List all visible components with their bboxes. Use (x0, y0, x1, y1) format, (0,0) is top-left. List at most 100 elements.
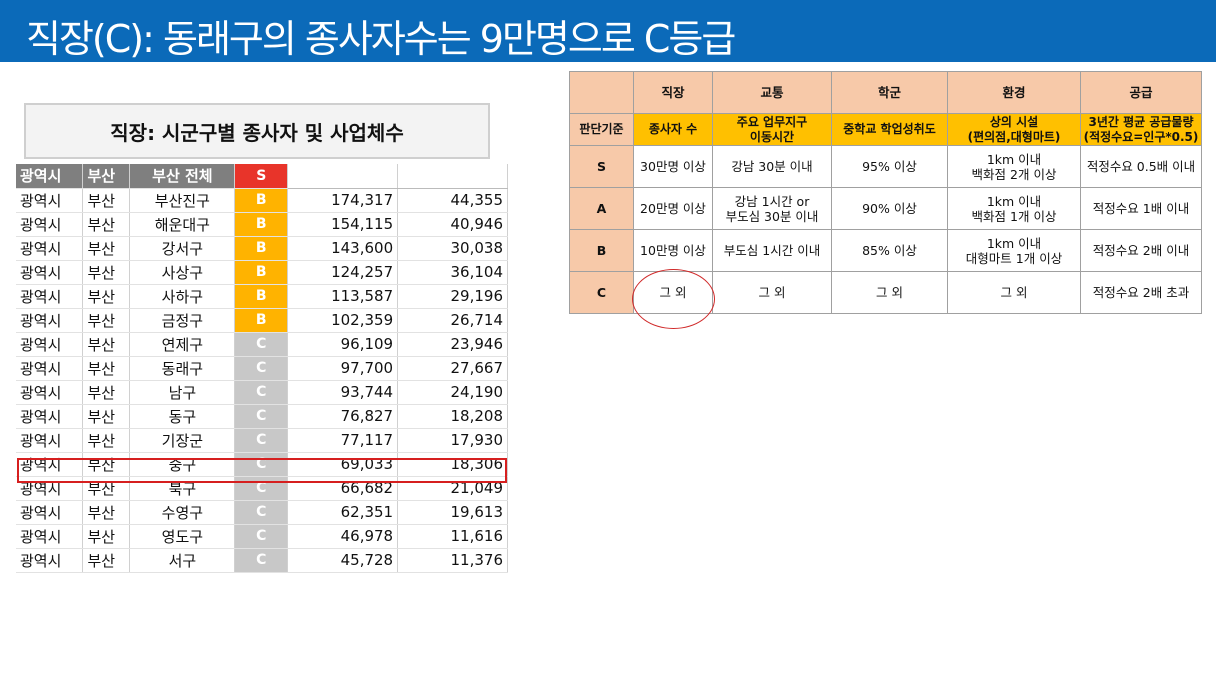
city-cell: 광역시 (16, 476, 84, 501)
employees-cell: 46,978 (287, 524, 399, 549)
table-row: 광역시 부산 사상구 B 124,257 36,104 (16, 260, 508, 285)
criteria-cell: 95% 이상 (831, 145, 948, 188)
criteria-row: B 10만명 이상 부도심 1시간 이내 85% 이상 1km 이내 대형마트 1개 이상… (569, 229, 1202, 272)
criteria-header-row: 직장 교통 학군 환경 공급 (569, 71, 1202, 114)
criteria-cell: 30만명 이상 (633, 145, 713, 188)
region-cell: 부산 (82, 548, 131, 573)
district-cell: 사상구 (129, 260, 236, 285)
criteria-header-row: 판단기준 종사자 수 주요 업무지구 이동시간 중학교 학업성취도 상의 시설 (편의점,대… (569, 113, 1202, 146)
grade-cell: C (234, 332, 289, 357)
businesses-cell: 23,946 (397, 332, 508, 357)
region-cell: 부산 (82, 380, 131, 405)
grade-cell: B (234, 236, 289, 261)
businesses-cell: 17,930 (397, 428, 508, 453)
grade-cell: B (234, 188, 289, 213)
grade-cell: C (234, 428, 289, 453)
criteria-cell: 강남 30분 이내 (712, 145, 832, 188)
businesses-cell: 30,038 (397, 236, 508, 261)
criteria-cell: 85% 이상 (831, 229, 948, 272)
table-row: 광역시 부산 동래구 C 97,700 27,667 (16, 356, 508, 381)
businesses-cell: 24,190 (397, 380, 508, 405)
criteria-cell: 중학교 학업성취도 (831, 113, 948, 146)
employees-cell: 124,257 (287, 260, 399, 285)
table-row: 광역시 부산 사하구 B 113,587 29,196 (16, 284, 508, 309)
district-cell: 남구 (129, 380, 236, 405)
district-cell: 중구 (129, 452, 236, 477)
grade-cell: C (234, 500, 289, 525)
criteria-cell: 적정수요 2배 이내 (1080, 229, 1202, 272)
city-cell: 광역시 (16, 524, 84, 549)
city-cell: 광역시 (16, 380, 84, 405)
criteria-cell: 10만명 이상 (633, 229, 713, 272)
region-cell: 부산 (82, 188, 131, 213)
criteria-cell: 적정수요 2배 초과 (1080, 271, 1202, 314)
header-blank-cell (397, 164, 508, 189)
district-cell: 금정구 (129, 308, 236, 333)
businesses-cell: 11,616 (397, 524, 508, 549)
city-cell: 광역시 (16, 452, 84, 477)
businesses-cell: 40,946 (397, 212, 508, 237)
table-row: 광역시 부산 북구 C 66,682 21,049 (16, 476, 508, 501)
criteria-cell: 종사자 수 (633, 113, 713, 146)
city-cell: 광역시 (16, 404, 84, 429)
region-cell: 부산 (82, 404, 131, 429)
table-row: 광역시 부산 수영구 C 62,351 19,613 (16, 500, 508, 525)
city-cell: 광역시 (16, 284, 84, 309)
grade-cell: B (234, 212, 289, 237)
criteria-cell: 90% 이상 (831, 187, 948, 230)
criteria-cell: 교통 (712, 71, 832, 114)
region-cell: 부산 (82, 356, 131, 381)
criteria-row: A 20만명 이상 강남 1시간 or 부도심 30분 이내 90% 이상 1km 이내 백… (569, 187, 1202, 230)
grade-cell: B (234, 284, 289, 309)
criteria-row: S 30만명 이상 강남 30분 이내 95% 이상 1km 이내 백화점 2개 이상 적정… (569, 145, 1202, 188)
district-cell: 동래구 (129, 356, 236, 381)
region-cell: 부산 (82, 524, 131, 549)
region-cell: 부산 (82, 308, 131, 333)
employees-cell: 62,351 (287, 500, 399, 525)
district-cell: 수영구 (129, 500, 236, 525)
employees-cell: 45,728 (287, 548, 399, 573)
district-table: 광역시 부산 부산 전체 S 광역시 부산 부산진구 B 174,317 44,355 광역… (16, 164, 508, 573)
region-cell: 부산 (82, 428, 131, 453)
district-cell: 서구 (129, 548, 236, 573)
grade-cell: B (234, 308, 289, 333)
grade-cell: C (234, 548, 289, 573)
criteria-cell: 1km 이내 백화점 1개 이상 (947, 187, 1081, 230)
criteria-cell: 20만명 이상 (633, 187, 713, 230)
slide-title: 직장(C): 동래구의 종사자수는 9만명으로 C등급 (26, 17, 736, 61)
table-row: 광역시 부산 해운대구 B 154,115 40,946 (16, 212, 508, 237)
employees-cell: 66,682 (287, 476, 399, 501)
employees-cell: 174,317 (287, 188, 399, 213)
table-row: 광역시 부산 연제구 C 96,109 23,946 (16, 332, 508, 357)
criteria-cell: 적정수요 1배 이내 (1080, 187, 1202, 230)
title-bar: 직장(C): 동래구의 종사자수는 9만명으로 C등급 (0, 0, 1216, 62)
region-cell: 부산 (82, 476, 131, 501)
businesses-cell: 26,714 (397, 308, 508, 333)
table-row: 광역시 부산 중구 C 69,033 18,306 (16, 452, 508, 477)
criteria-cell: 그 외 (633, 271, 713, 314)
businesses-cell: 21,049 (397, 476, 508, 501)
businesses-cell: 18,208 (397, 404, 508, 429)
city-cell: 광역시 (16, 308, 84, 333)
criteria-cell: 학군 (831, 71, 948, 114)
city-cell: 광역시 (16, 260, 84, 285)
table-row: 광역시 부산 남구 C 93,744 24,190 (16, 380, 508, 405)
sheet-title: 직장: 시군구별 종사자 및 사업체수 (24, 103, 490, 159)
criteria-cell: 1km 이내 대형마트 1개 이상 (947, 229, 1081, 272)
businesses-cell: 36,104 (397, 260, 508, 285)
region-cell: 부산 (82, 500, 131, 525)
criteria-label-cell: S (569, 145, 634, 188)
grade-cell: C (234, 380, 289, 405)
city-cell: 광역시 (16, 500, 84, 525)
criteria-cell: 적정수요 0.5배 이내 (1080, 145, 1202, 188)
criteria-table: 직장 교통 학군 환경 공급 판단기준 종사자 수 주요 업무지구 이동시간 중학교 학업성취도 상… (569, 71, 1202, 314)
region-cell: 부산 (82, 284, 131, 309)
region-cell: 부산 (82, 452, 131, 477)
header-cell: 부산 전체 (129, 164, 236, 189)
region-cell: 부산 (82, 332, 131, 357)
table-row: 광역시 부산 서구 C 45,728 11,376 (16, 548, 508, 573)
city-cell: 광역시 (16, 188, 84, 213)
criteria-label-cell: 판단기준 (569, 113, 634, 146)
grade-cell: B (234, 260, 289, 285)
criteria-cell: 그 외 (712, 271, 832, 314)
